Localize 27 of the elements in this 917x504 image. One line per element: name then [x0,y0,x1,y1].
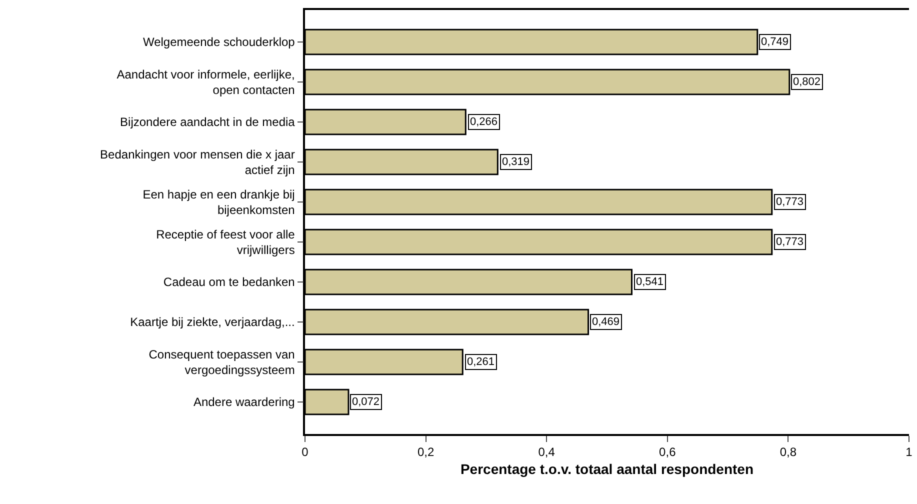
x-tick-label: 0 [302,445,309,460]
data-label: 0,773 [776,236,804,248]
x-tick-label: 0,8 [780,445,797,460]
y-tick-label: Bedankingen voor mensen die x jaar actief zijn [100,147,295,177]
x-axis-title: Percentage t.o.v. totaal aantal respondenten [460,460,754,477]
y-tick-label: Cadeau om te bedanken [163,275,295,290]
y-tick-label: Andere waardering [193,395,295,410]
data-label: 0,469 [592,316,620,328]
x-tick-label: 1 [906,445,913,460]
data-label: 0,749 [761,36,789,48]
data-label: 0,261 [467,356,495,368]
x-tick-label: 0,4 [538,445,556,460]
y-tick-label: Aandacht voor informele, eerlijke, open contacten [116,67,295,97]
y-tick-label: Welgemeende schouderklop [142,35,296,50]
data-label: 0,266 [470,116,498,128]
x-tick-label: 0,6 [659,445,676,460]
y-tick-label: Receptie of feest voor alle vrijwilligers [156,227,296,257]
data-label: 0,773 [776,196,804,208]
data-label: 0,319 [502,156,530,168]
data-label: 0,072 [352,396,380,408]
y-tick-label: Bijzondere aandacht in de media [120,115,296,130]
x-tick-label: 0,2 [417,445,434,460]
y-tick-label: Consequent toepassen van vergoedingssysteem [148,347,295,377]
y-tick-label: Kaartje bij ziekte, verjaardag,... [130,315,295,330]
y-tick-label: Een hapje en een drankje bij bijeenkomsten [142,187,295,217]
data-label: 0,802 [793,76,821,88]
data-label: 0,541 [636,276,664,288]
